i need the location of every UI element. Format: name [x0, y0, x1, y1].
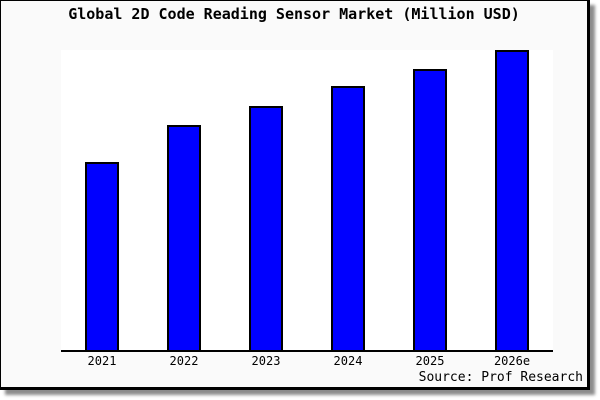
x-tick-label-2022: 2022 [169, 354, 199, 368]
chart-title: Global 2D Code Reading Sensor Market (Mi… [68, 5, 520, 23]
bar-2026e [495, 50, 529, 350]
source-credit: Source: Prof Research [418, 370, 583, 385]
plot-area [61, 50, 553, 352]
x-tick-label-2026e: 2026e [493, 354, 531, 368]
bar-2022 [167, 124, 201, 350]
chart-card: Global 2D Code Reading Sensor Market (Mi… [0, 0, 590, 390]
bar-slot [471, 50, 553, 350]
x-axis-labels: 2021 2022 2023 2024 2025 2026e [61, 354, 553, 368]
x-tick-label-2025: 2025 [415, 354, 445, 368]
bar-2025 [413, 69, 447, 350]
x-tick-label-2024: 2024 [333, 354, 363, 368]
bar-slot [389, 50, 471, 350]
bar-slot [143, 50, 225, 350]
bar-slot [61, 50, 143, 350]
x-tick-label-2023: 2023 [251, 354, 281, 368]
bar-2024 [331, 86, 365, 350]
bar-group [61, 50, 553, 350]
x-tick-label-2021: 2021 [87, 354, 117, 368]
bar-2023 [249, 105, 283, 350]
bar-slot [225, 50, 307, 350]
bar-slot [307, 50, 389, 350]
bar-2021 [85, 161, 119, 350]
